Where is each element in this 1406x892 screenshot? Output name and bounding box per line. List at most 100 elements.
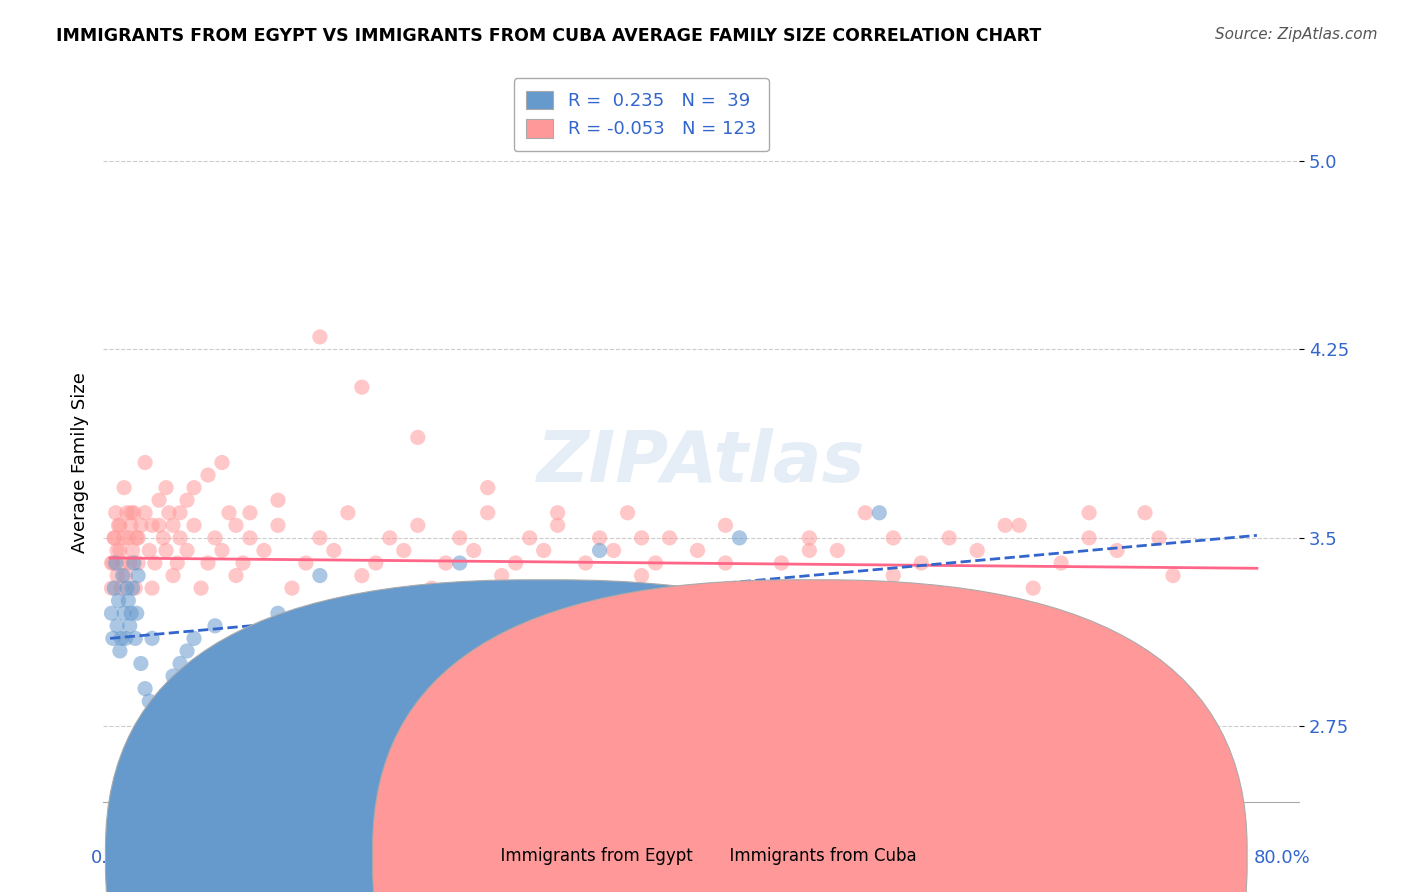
Point (104, 556, 127, 570)
Point (463, 543, 485, 558)
Point (124, 581, 146, 595)
Point (644, 556, 666, 570)
Point (1078, 531, 1101, 545)
Point (183, 632, 205, 646)
Point (110, 581, 132, 595)
Point (108, 644, 131, 658)
Text: Immigrants from Egypt       Immigrants from Cuba: Immigrants from Egypt Immigrants from Cu… (489, 847, 917, 865)
Point (103, 581, 125, 595)
Point (176, 644, 198, 658)
Legend: R =  0.235   N =  39, R = -0.053   N = 123: R = 0.235 N = 39, R = -0.053 N = 123 (513, 78, 769, 151)
Point (350, 568, 373, 582)
Point (253, 543, 276, 558)
Point (111, 568, 134, 582)
Point (420, 581, 443, 595)
Point (117, 593, 139, 607)
Point (218, 506, 240, 520)
Point (155, 543, 177, 558)
Point (350, 380, 373, 394)
Point (129, 518, 152, 533)
Point (125, 531, 148, 545)
Text: ZIPAtlas: ZIPAtlas (537, 428, 865, 497)
Text: Source: ZipAtlas.com: Source: ZipAtlas.com (1215, 27, 1378, 42)
Point (155, 706, 177, 721)
Point (225, 518, 247, 533)
Point (117, 531, 139, 545)
Point (103, 531, 125, 545)
Point (449, 556, 471, 570)
Point (112, 481, 135, 495)
Point (107, 518, 129, 533)
Point (322, 543, 344, 558)
Point (162, 518, 184, 533)
Text: 80.0%: 80.0% (1173, 814, 1229, 832)
Point (853, 506, 876, 520)
Point (616, 506, 638, 520)
Point (197, 556, 219, 570)
Point (121, 581, 143, 595)
Point (868, 506, 890, 520)
Point (547, 518, 569, 533)
Point (100, 607, 122, 621)
Point (190, 681, 212, 696)
Point (118, 556, 141, 570)
Point (101, 556, 124, 570)
Point (166, 556, 188, 570)
Point (434, 556, 457, 570)
Point (295, 556, 318, 570)
Point (120, 506, 142, 520)
Point (827, 543, 849, 558)
Point (588, 543, 610, 558)
Point (120, 607, 142, 621)
Point (104, 506, 127, 520)
Point (378, 531, 401, 545)
Point (281, 581, 304, 595)
Point (100, 556, 122, 570)
Point (239, 531, 262, 545)
Point (742, 581, 765, 595)
Point (124, 632, 146, 646)
Point (770, 556, 793, 570)
Point (110, 632, 132, 646)
Point (138, 694, 160, 708)
Point (588, 531, 610, 545)
Point (190, 581, 212, 595)
Point (103, 531, 125, 545)
Point (728, 531, 751, 545)
Point (176, 493, 198, 508)
Point (197, 468, 219, 483)
Point (162, 669, 184, 683)
Point (505, 556, 527, 570)
Point (799, 756, 821, 771)
Point (118, 619, 141, 633)
Point (1022, 581, 1045, 595)
Point (714, 518, 737, 533)
Point (141, 632, 163, 646)
Point (134, 506, 156, 520)
Point (267, 518, 290, 533)
Point (134, 456, 156, 470)
Point (122, 556, 145, 570)
Point (211, 456, 233, 470)
Point (547, 506, 569, 520)
Text: 0.0%: 0.0% (110, 814, 156, 832)
Text: 0.0%: 0.0% (91, 849, 136, 867)
Point (127, 556, 149, 570)
Point (129, 657, 152, 671)
Point (141, 581, 163, 595)
Point (309, 330, 332, 344)
Point (105, 543, 128, 558)
Point (204, 619, 226, 633)
Point (799, 543, 821, 558)
Point (519, 531, 541, 545)
Point (364, 556, 387, 570)
Point (134, 681, 156, 696)
Point (162, 568, 184, 582)
Point (152, 531, 174, 545)
Point (449, 531, 471, 545)
Point (101, 632, 124, 646)
Point (114, 568, 136, 582)
Point (105, 619, 128, 633)
Point (112, 607, 135, 621)
Point (910, 556, 932, 570)
